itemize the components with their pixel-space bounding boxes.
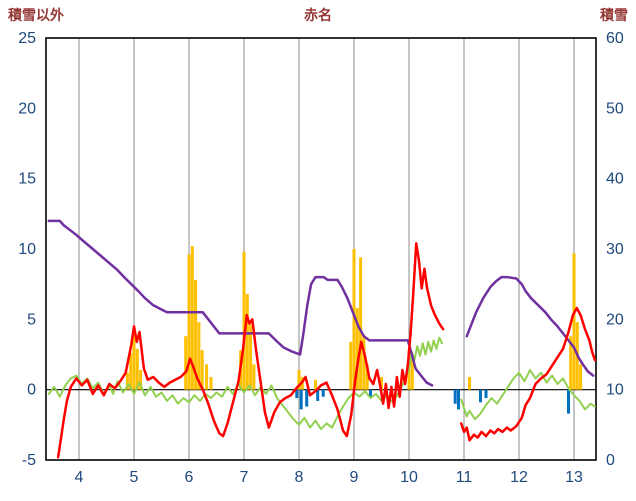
left-axis-tick-label: 20: [18, 100, 36, 117]
right-axis-tick-label: 50: [606, 100, 624, 117]
left-axis-tick-label: 25: [18, 30, 36, 47]
x-axis-tick-label: 13: [565, 469, 583, 486]
bar-blue-bars: [457, 389, 460, 410]
bar-blue-bars: [567, 389, 570, 414]
right-axis-tick-label: 0: [606, 452, 615, 469]
bar-orange-bars: [362, 336, 366, 390]
left-axis-tick-label: -5: [22, 452, 36, 469]
right-axis-tick-label: 60: [606, 30, 624, 47]
series-red-line: [56, 242, 445, 459]
bar-orange-bars: [314, 379, 317, 390]
x-axis-tick-label: 5: [130, 469, 139, 486]
bar-blue-bars: [316, 389, 320, 401]
chart-title: 赤名: [304, 7, 332, 23]
bar-orange-bars: [197, 322, 201, 390]
bar-orange-bars: [359, 257, 363, 390]
x-axis-tick-label: 4: [75, 469, 84, 486]
bar-orange-bars: [139, 369, 143, 390]
x-axis-tick-label: 7: [240, 469, 249, 486]
bar-blue-bars: [369, 389, 372, 397]
plot-frame: [45, 37, 597, 461]
bar-orange-bars: [297, 369, 301, 390]
bar-orange-bars: [245, 294, 249, 390]
bar-orange-bars: [355, 308, 359, 390]
left-axis-title: 積雪以外: [8, 7, 64, 23]
right-axis-tick-label: 30: [606, 241, 624, 258]
left-axis-tick-label: 5: [27, 311, 36, 328]
bar-orange-bars: [349, 341, 353, 390]
bar-orange-bars: [569, 336, 573, 390]
bar-orange-bars: [468, 377, 471, 390]
series-purple-line: [47, 219, 434, 387]
bar-orange-bars: [200, 350, 204, 390]
x-axis-tick-label: 10: [400, 469, 418, 486]
bar-orange-bars: [380, 377, 383, 390]
bar-orange-bars: [125, 372, 129, 390]
bar-orange-bars: [572, 253, 576, 390]
x-axis-tick-label: 8: [295, 469, 304, 486]
bar-orange-bars: [132, 333, 136, 390]
series-purple-line: [465, 275, 595, 377]
left-axis-tick-label: 10: [18, 241, 36, 258]
bar-blue-bars: [321, 389, 325, 397]
bar-blue-bars: [299, 389, 303, 410]
bar-orange-bars: [579, 364, 583, 390]
bar-orange-bars: [410, 360, 414, 390]
bar-orange-bars: [187, 254, 191, 390]
bar-orange-bars: [352, 249, 356, 390]
bar-blue-bars: [295, 389, 299, 399]
left-axis-tick-label: 0: [27, 382, 36, 399]
x-axis-tick-label: 6: [185, 469, 194, 486]
x-axis-tick-label: 11: [456, 469, 473, 486]
bar-orange-bars: [249, 324, 253, 390]
bar-orange-bars: [184, 336, 188, 390]
bar-orange-bars: [209, 377, 213, 390]
bar-blue-bars: [484, 389, 488, 399]
bar-orange-bars: [194, 279, 198, 390]
x-axis-tick-label: 12: [510, 469, 528, 486]
bar-orange-bars: [135, 348, 139, 390]
bar-orange-bars: [242, 251, 246, 390]
bar-blue-bars: [305, 389, 309, 407]
series-red-line: [459, 306, 597, 442]
bar-blue-bars: [479, 389, 482, 403]
bar-orange-bars: [252, 364, 256, 390]
series-green-line: [460, 369, 596, 421]
bar-orange-bars: [190, 246, 194, 390]
right-axis-tick-label: 20: [606, 311, 624, 328]
bar-orange-bars: [129, 353, 133, 390]
right-axis-tick-label: 40: [606, 171, 624, 188]
right-axis-tick-label: 10: [606, 382, 624, 399]
bar-blue-bars: [453, 389, 457, 404]
left-axis-tick-label: 15: [18, 171, 36, 188]
right-axis-title: 積雪: [600, 7, 628, 23]
x-axis-tick-label: 9: [350, 469, 359, 486]
bar-orange-bars: [205, 364, 209, 390]
bar-orange-bars: [365, 364, 369, 390]
